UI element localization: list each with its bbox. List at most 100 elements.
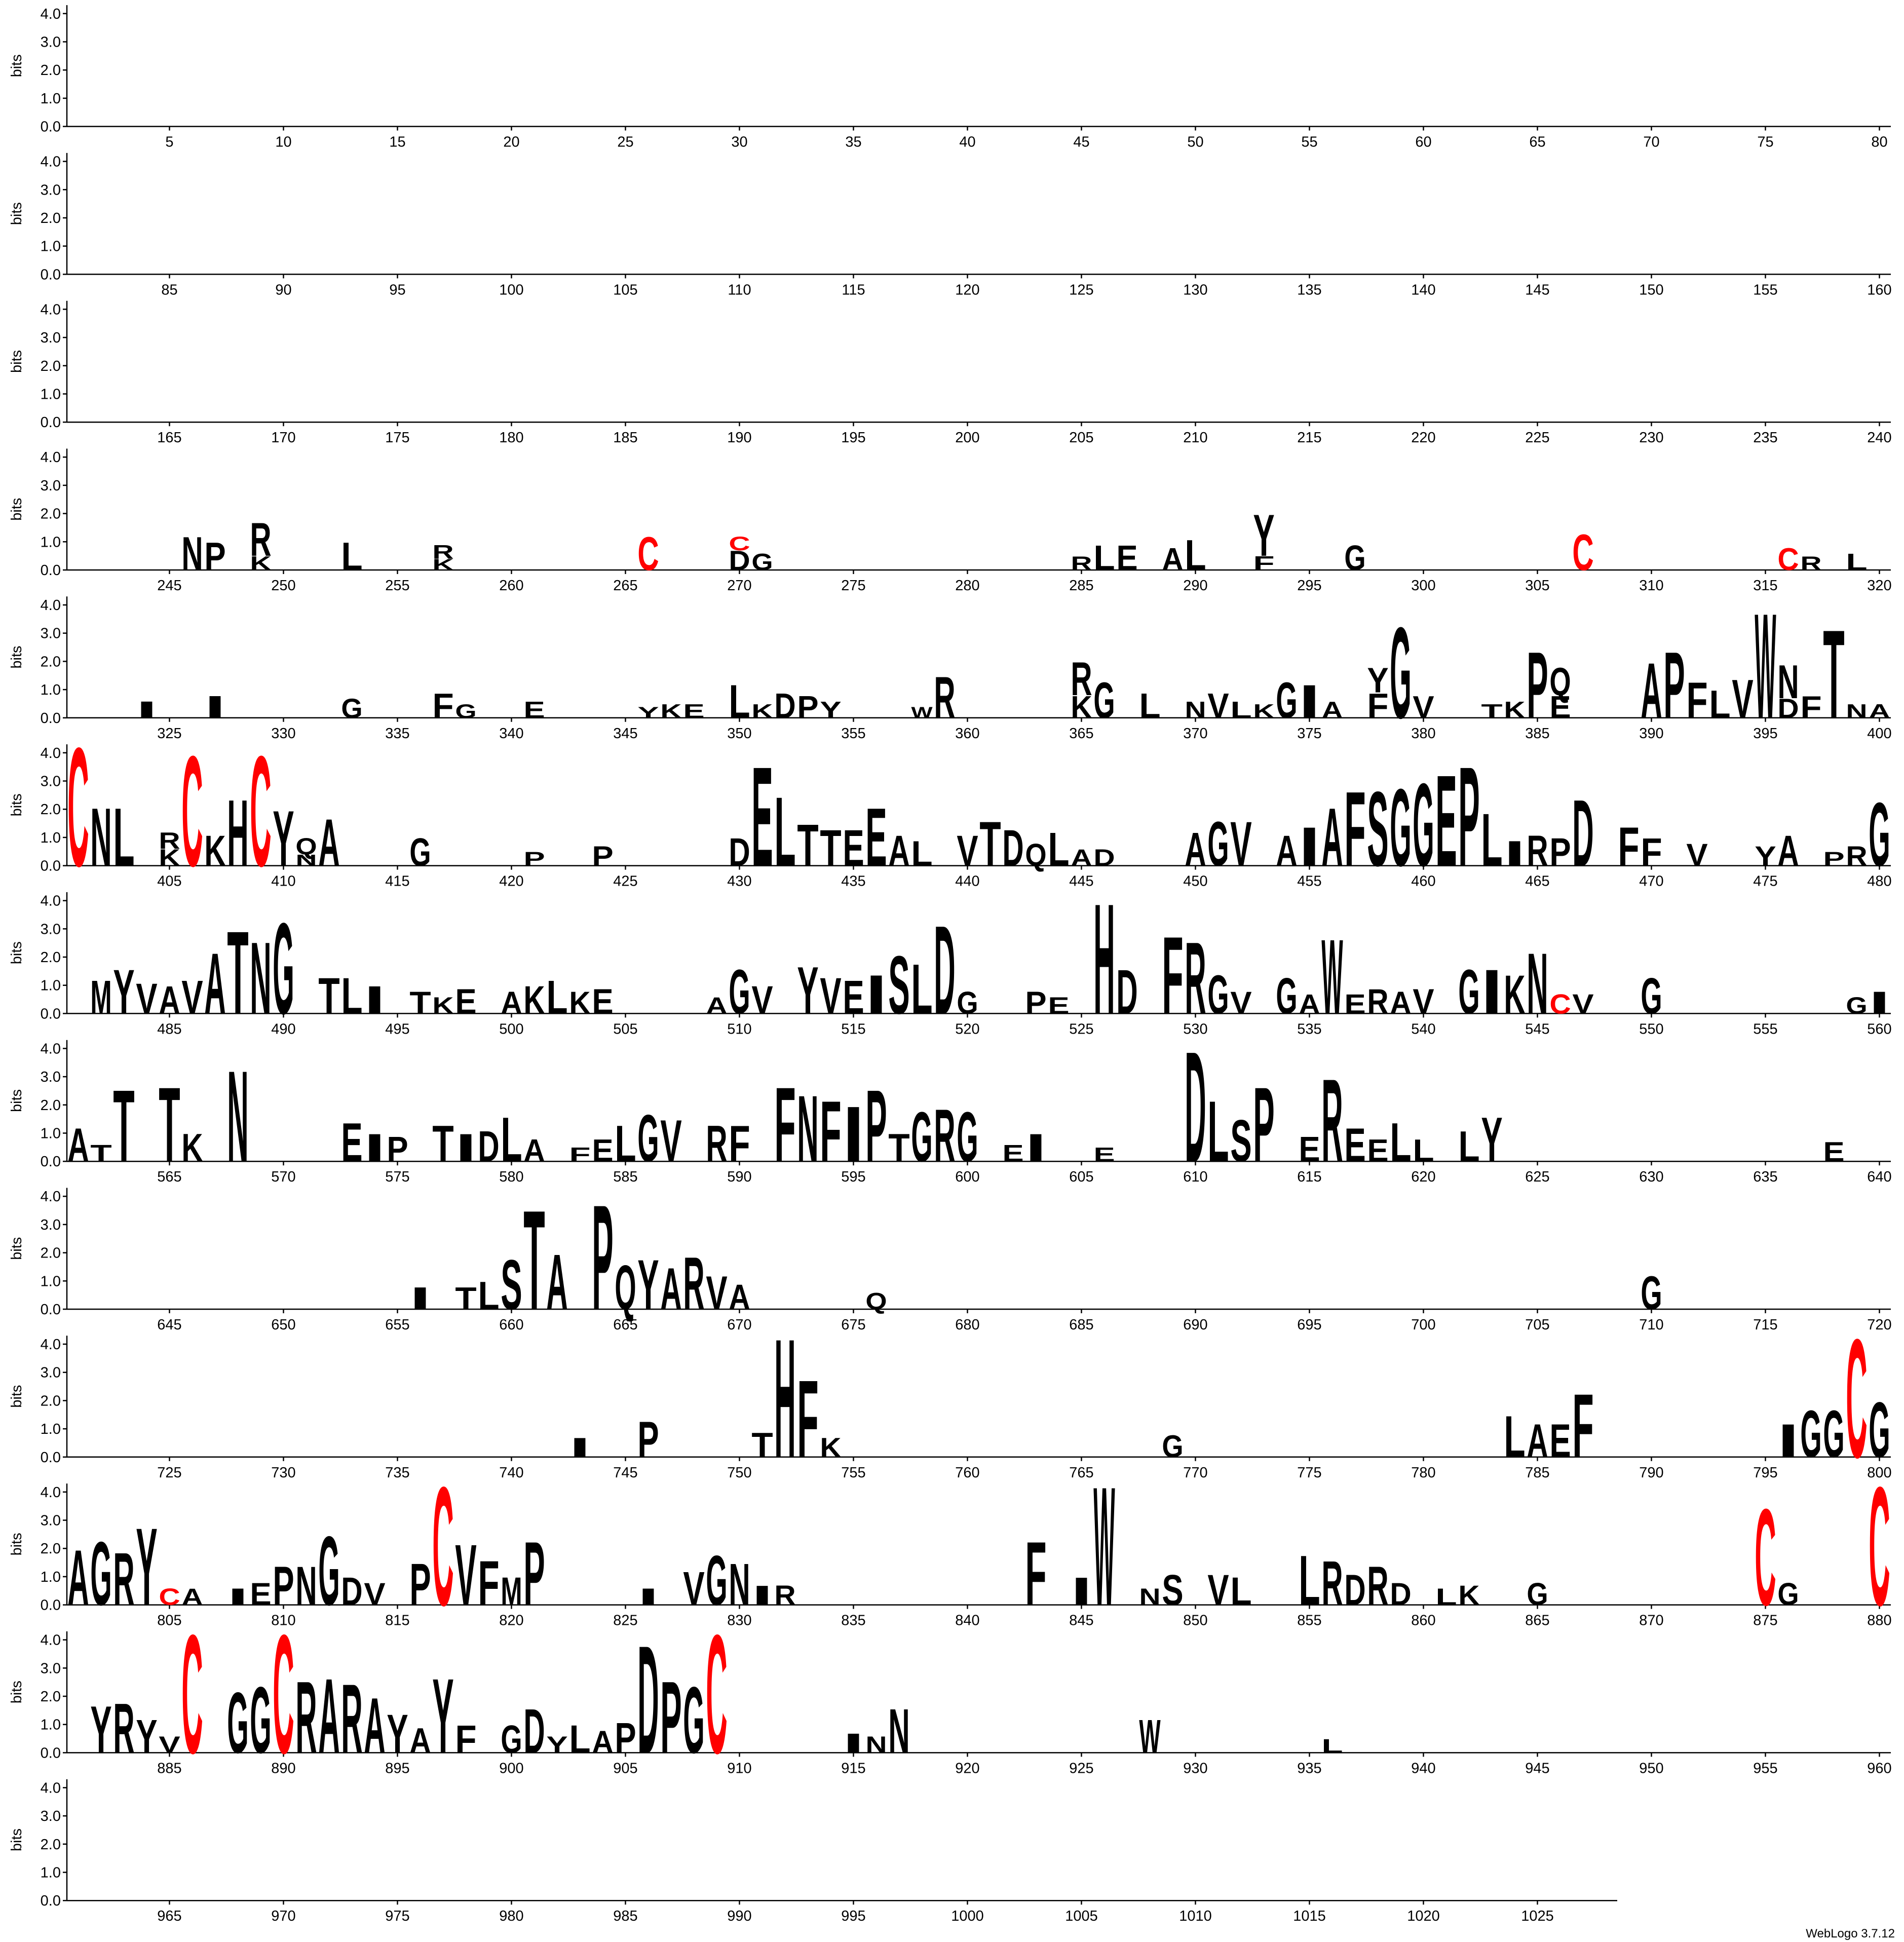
x-tick-label: 95 [389, 282, 405, 298]
x-tick-label: 490 [271, 1021, 295, 1037]
logo-letter: D [523, 1696, 545, 1766]
logo-letter: R [1367, 1555, 1388, 1617]
x-tick-label: 700 [1411, 1317, 1435, 1333]
y-axis-label: bits [9, 1089, 25, 1112]
logo-letter: P [1253, 1065, 1274, 1184]
logo-letter: V [455, 1527, 476, 1624]
x-tick-label: 560 [1867, 1021, 1891, 1037]
logo-letter: A [592, 1724, 613, 1760]
x-tick-label: 915 [841, 1760, 865, 1776]
logo-letter: I [1481, 957, 1502, 1027]
x-tick-label: 685 [1069, 1317, 1093, 1333]
logo-letter: D [1093, 845, 1115, 871]
logo-letter: Y [90, 1692, 111, 1767]
logo-letter: Y [1481, 1105, 1502, 1175]
logo-letter: V [1413, 690, 1434, 725]
x-tick-label: 170 [271, 430, 295, 446]
x-tick-label: 355 [841, 726, 865, 742]
x-tick-label: 320 [1867, 578, 1891, 594]
y-tick-label: 3.0 [41, 921, 61, 937]
logo-letter: P [523, 848, 545, 870]
logo-letter: G [273, 896, 294, 1041]
y-tick-label: 2.0 [41, 358, 61, 374]
logo-letter: P [592, 841, 613, 872]
logo-letter: I [751, 1580, 773, 1611]
logo-letter: F [774, 1065, 795, 1185]
x-tick-label: 900 [499, 1760, 523, 1776]
logo-letter: A [1321, 791, 1343, 884]
y-tick-label: 3.0 [41, 1513, 61, 1529]
x-tick-label: 790 [1639, 1465, 1663, 1481]
logo-letter: R [1527, 827, 1548, 875]
y-tick-label: 3.0 [41, 1660, 61, 1677]
logo-letter: T [888, 1125, 909, 1170]
logo-letter: E [523, 697, 545, 723]
x-tick-label: 735 [385, 1465, 409, 1481]
logo-letter: D [1002, 819, 1023, 877]
x-tick-label: 960 [1867, 1760, 1891, 1776]
logo-letter: R [1071, 552, 1092, 575]
logo-letter: Y [113, 957, 134, 1027]
logo-letter: S [501, 1246, 522, 1325]
y-tick-label: 4.0 [41, 1632, 61, 1649]
logo-letter: I [455, 1126, 476, 1170]
x-tick-label: 795 [1753, 1465, 1777, 1481]
logo-letter: E [1116, 539, 1137, 578]
logo-letter: P [615, 1713, 636, 1762]
logo-letter: C [1572, 523, 1593, 581]
logo-letter: E [341, 1111, 362, 1173]
logo-letter: A [1777, 827, 1799, 875]
logo-letter: P [1527, 632, 1548, 738]
logo-letter: E [843, 971, 864, 1023]
logo-letter: V [181, 971, 203, 1023]
y-tick-label: 2.0 [41, 654, 61, 670]
y-tick-label: 2.0 [41, 210, 61, 226]
logo-letter: I [843, 1728, 864, 1759]
logo-letter: V [1230, 809, 1251, 879]
x-tick-label: 215 [1297, 430, 1321, 446]
logo-letter: G [1846, 992, 1867, 1019]
x-tick-label: 335 [385, 726, 409, 742]
logo-letter: V [1207, 687, 1229, 726]
x-tick-label: 1025 [1521, 1908, 1554, 1924]
x-tick-label: 500 [499, 1021, 523, 1037]
y-tick-label: 4.0 [41, 1484, 61, 1501]
logo-letter: P [273, 1555, 294, 1617]
logo-letter: A [1185, 823, 1206, 876]
x-tick-label: 460 [1411, 873, 1435, 890]
logo-letter: D [1185, 1019, 1206, 1195]
logo-letter: D [1116, 957, 1137, 1027]
y-tick-label: 4.0 [41, 893, 61, 909]
logo-letter: K [1253, 700, 1274, 722]
x-tick-label: 15 [389, 134, 405, 150]
x-tick-label: 565 [157, 1169, 181, 1185]
logo-letter: N [865, 1732, 887, 1758]
logo-letter: P [1823, 848, 1844, 870]
logo-letter: L [501, 1105, 522, 1175]
y-tick-label: 4.0 [41, 597, 61, 614]
logo-letter: L [1048, 824, 1069, 876]
y-tick-label: 1.0 [41, 387, 61, 403]
logo-letter: Q [1025, 837, 1046, 872]
logo-letter: F [1162, 915, 1183, 1038]
logo-letter: N [1846, 700, 1867, 722]
logo-letter: D [729, 830, 750, 874]
x-tick-label: 135 [1297, 282, 1321, 298]
x-tick-label: 550 [1639, 1021, 1663, 1037]
logo-letter: G [250, 1668, 271, 1773]
y-axis-label: bits [9, 1829, 25, 1851]
x-tick-label: 25 [617, 134, 633, 150]
logo-letter: G [683, 1668, 704, 1773]
x-tick-label: 615 [1297, 1169, 1321, 1185]
x-tick-label: 130 [1183, 282, 1207, 298]
logo-letter: G [318, 1516, 339, 1626]
logo-letter: Y [546, 1731, 567, 1758]
x-tick-label: 115 [842, 282, 865, 298]
x-tick-label: 440 [955, 873, 979, 890]
x-tick-label: 75 [1757, 134, 1773, 150]
logo-letter: Y [387, 1702, 408, 1764]
logo-letter: F [797, 1358, 818, 1481]
x-tick-label: 510 [727, 1021, 751, 1037]
logo-letter: T [455, 1280, 476, 1316]
x-tick-label: 785 [1525, 1465, 1549, 1481]
